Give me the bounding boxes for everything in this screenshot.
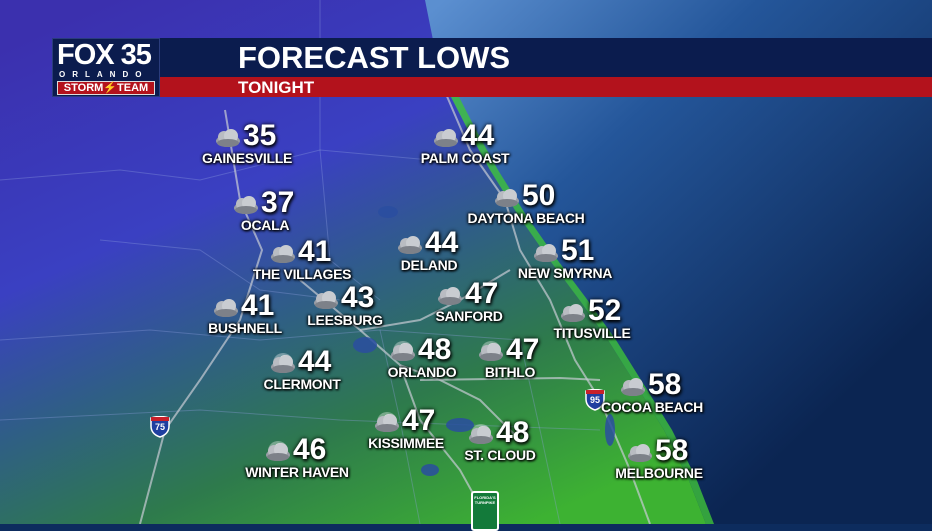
city-name: TITUSVILLE [553, 325, 631, 341]
city-name: COCOA BEACH [601, 399, 703, 415]
city-name: LEESBURG [307, 312, 383, 328]
temperature: 44 [298, 345, 332, 378]
logo-city: ORLANDO [59, 70, 149, 79]
temperature: 35 [243, 119, 277, 152]
city-name: THE VILLAGES [252, 266, 352, 282]
temperature: 41 [241, 289, 275, 322]
city-name: DELAND [400, 257, 458, 273]
temperature: 48 [418, 333, 452, 366]
florida-turnpike-sign: FLORIDA'S TURNPIKE [471, 491, 499, 531]
county-lines [0, 0, 601, 524]
temperature: 48 [496, 416, 530, 449]
temperature: 51 [561, 234, 595, 267]
temperature: 44 [461, 119, 495, 152]
temperature: 58 [655, 434, 689, 467]
city-name: BUSHNELL [208, 320, 282, 336]
page-title: FORECAST LOWS [238, 40, 511, 75]
cloudy-icon [618, 375, 648, 399]
cloudy-icon [625, 441, 655, 465]
city-name: DAYTONA BEACH [467, 210, 585, 226]
city-name: SANFORD [435, 308, 503, 324]
temperature: 47 [506, 333, 540, 366]
land [0, 0, 706, 524]
partly-cloudy-night-icon [263, 440, 293, 464]
partly-cloudy-night-icon [388, 340, 418, 364]
cloudy-icon [558, 301, 588, 325]
partly-cloudy-night-icon [476, 340, 506, 364]
page-subtitle: TONIGHT [238, 78, 315, 97]
city-name: ORLANDO [387, 364, 457, 380]
interstate-75-shield: 75 [150, 415, 170, 438]
cloudy-icon [395, 233, 425, 257]
city-name: OCALA [240, 217, 290, 233]
interstate-95-shield: 95 [585, 388, 605, 411]
fox35-storm-team-logo: FOX 35 ORLANDO STORM⚡TEAM [52, 38, 160, 97]
city-name: MELBOURNE [615, 465, 703, 481]
city-name: KISSIMMEE [368, 435, 444, 451]
temperature: 47 [465, 277, 499, 310]
cloudy-icon [531, 241, 561, 265]
temperature: 50 [522, 179, 556, 212]
cloudy-icon [435, 284, 465, 308]
city-name: GAINESVILLE [201, 150, 293, 166]
barrier-coast [435, 50, 714, 524]
temperature: 44 [425, 226, 459, 259]
temperature: 52 [588, 294, 622, 327]
temperature: 47 [402, 404, 436, 437]
cloudy-icon [213, 126, 243, 150]
temperature: 46 [293, 433, 327, 466]
partly-cloudy-night-icon [466, 423, 496, 447]
subtitle-bar: TONIGHT [160, 77, 932, 97]
title-bar: FORECAST LOWS [160, 38, 932, 77]
city-name: WINTER HAVEN [245, 464, 349, 480]
city-name: CLERMONT [263, 376, 341, 392]
partly-cloudy-night-icon [268, 352, 298, 376]
temperature: 43 [341, 281, 375, 314]
temperature: 58 [648, 368, 682, 401]
cloudy-icon [231, 193, 261, 217]
logo-station: FOX 35 [57, 39, 152, 71]
city-name: PALM COAST [420, 150, 510, 166]
lakes [353, 206, 615, 476]
city-name: BITHLO [484, 364, 536, 380]
cloudy-icon [492, 186, 522, 210]
cloudy-icon [211, 296, 241, 320]
temperature: 41 [298, 235, 332, 268]
city-name: NEW SMYRNA [517, 265, 613, 281]
cloudy-icon [431, 126, 461, 150]
city-name: ST. CLOUD [464, 447, 536, 463]
temperature: 37 [261, 186, 295, 219]
partly-cloudy-night-icon [372, 411, 402, 435]
cloudy-icon [311, 288, 341, 312]
header-banner: FOX 35 ORLANDO STORM⚡TEAM FORECAST LOWS … [52, 38, 932, 97]
logo-team: STORM⚡TEAM [57, 81, 155, 95]
cloudy-icon [268, 242, 298, 266]
